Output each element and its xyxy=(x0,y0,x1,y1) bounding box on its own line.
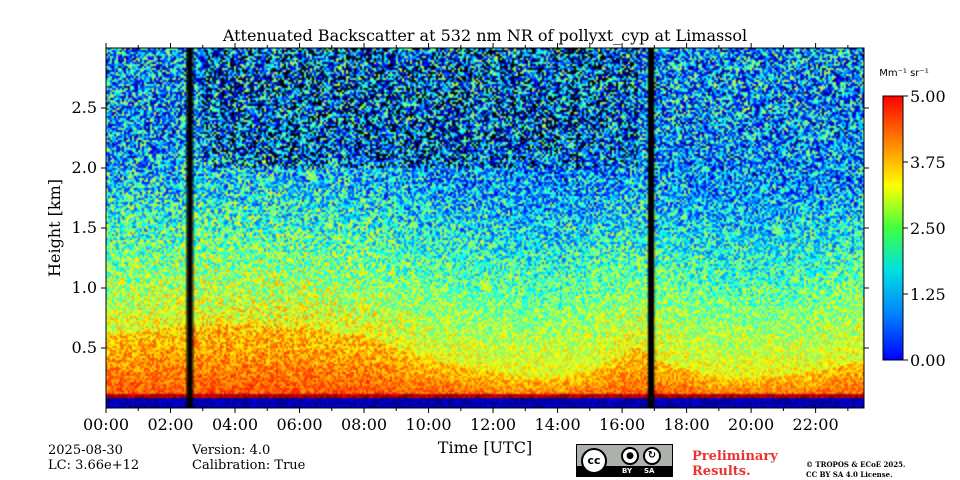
preliminary-notice: Preliminary Results. xyxy=(692,449,778,479)
x-tick-label: 02:00 xyxy=(147,415,193,434)
colorbar-ticks: 0.00 1.25 2.50 3.75 5.00 xyxy=(903,87,946,370)
x-tick-label: 06:00 xyxy=(276,415,322,434)
calibration-label: Calibration: True xyxy=(192,458,306,473)
x-tick-label: 22:00 xyxy=(793,415,839,434)
y-tick-label: 1.5 xyxy=(72,218,97,237)
x-tick-label: 08:00 xyxy=(341,415,387,434)
colorbar-tick-label: 0.00 xyxy=(910,351,946,370)
copyright-line-1: © TROPOS & ECoE 2025. xyxy=(806,460,906,469)
cc-by-sa-badge: cc ● ↻ BY SA xyxy=(576,444,673,477)
x-tick-label: 16:00 xyxy=(599,415,645,434)
cc-by-label: BY xyxy=(622,467,633,475)
y-axis-label: Height [km] xyxy=(45,179,64,277)
colorbar-unit: Mm⁻¹ sr⁻¹ xyxy=(879,68,928,79)
x-tick-label: 18:00 xyxy=(664,415,710,434)
preliminary-line-1: Preliminary xyxy=(692,449,778,464)
copyright-notice: © TROPOS & ECoE 2025. CC BY SA 4.0 Licen… xyxy=(806,460,905,480)
cc-sa-label: SA xyxy=(644,467,655,475)
chart-title: Attenuated Backscatter at 532 nm NR of p… xyxy=(222,26,747,45)
x-tick-label: 12:00 xyxy=(470,415,516,434)
copyright-line-2: CC BY SA 4.0 License. xyxy=(806,470,893,479)
cc-icon: cc xyxy=(581,448,607,474)
y-tick-label: 2.0 xyxy=(72,158,97,177)
y-axis: 0.5 1.0 1.5 2.0 2.5 xyxy=(72,98,869,357)
x-tick-label: 14:00 xyxy=(535,415,581,434)
colorbar-tick-label: 3.75 xyxy=(910,153,946,172)
by-person-icon: ● xyxy=(621,447,639,465)
colorbar-tick-label: 5.00 xyxy=(910,87,946,106)
x-tick-label: 20:00 xyxy=(728,415,774,434)
x-axis: 00:00 02:00 04:00 06:00 08:00 10:00 12:00 14:00… xyxy=(83,43,849,434)
lc-label: LC: 3.66e+12 xyxy=(48,458,140,473)
colorbar-tick-label: 1.25 xyxy=(910,285,946,304)
x-axis-label: Time [UTC] xyxy=(438,438,532,457)
date-label: 2025-08-30 xyxy=(48,443,123,458)
version-label: Version: 4.0 xyxy=(192,443,271,458)
preliminary-line-2: Results. xyxy=(692,464,751,479)
backscatter-heatmap xyxy=(106,48,864,408)
x-tick-label: 04:00 xyxy=(212,415,258,434)
y-tick-label: 1.0 xyxy=(72,278,97,297)
y-tick-label: 2.5 xyxy=(72,98,97,117)
colorbar xyxy=(882,95,904,361)
sa-share-icon: ↻ xyxy=(643,447,661,465)
x-tick-label: 10:00 xyxy=(405,415,451,434)
colorbar-tick-label: 2.50 xyxy=(910,219,946,238)
x-tick-label: 00:00 xyxy=(83,415,129,434)
y-tick-label: 0.5 xyxy=(72,338,97,357)
